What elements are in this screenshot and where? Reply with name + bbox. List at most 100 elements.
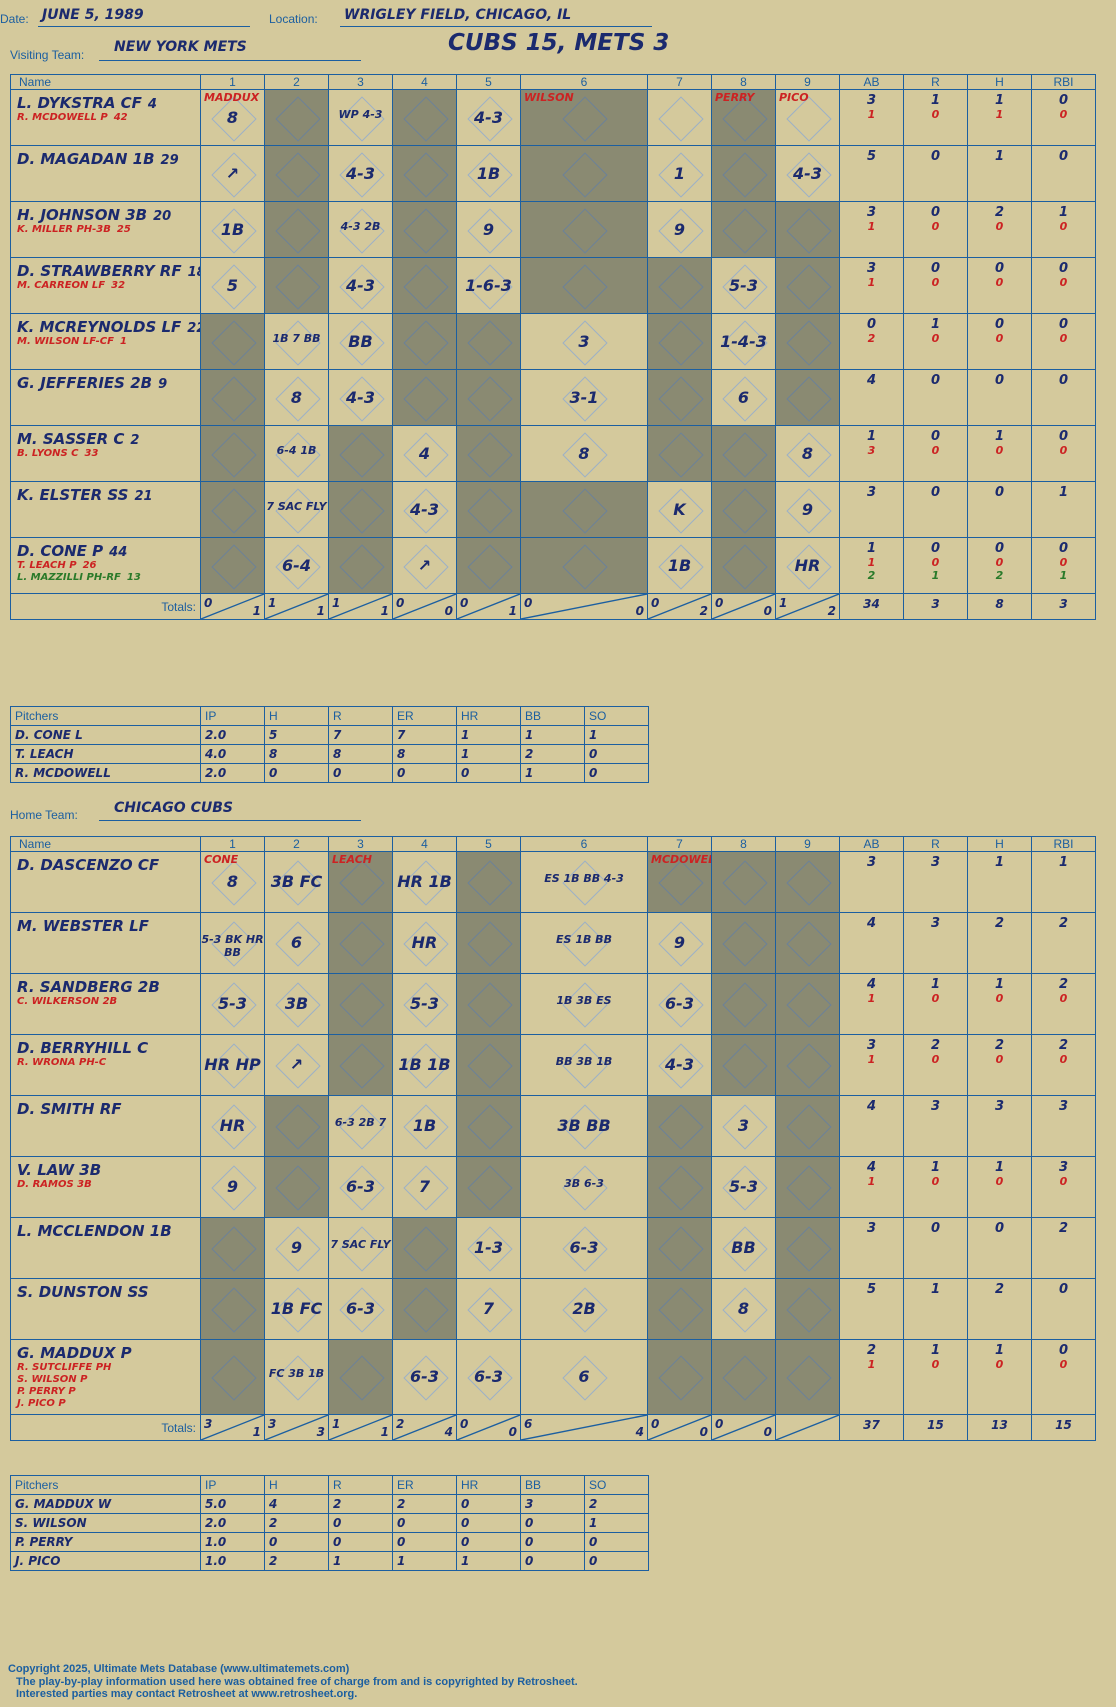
- totals-row: Totals: 0 1 1 1 1 1 0 0 0 1 0 0 0 2 0 0 1 2 34 3 8 3: [10, 593, 1096, 620]
- pitching-stat: 0: [584, 763, 649, 783]
- col-header-inning-9: 9: [775, 74, 840, 90]
- batter-name: M. WEBSTER LF: [17, 917, 194, 935]
- substitute-name: M. CARREON LF 32: [17, 280, 194, 292]
- diamond-icon: [338, 1355, 385, 1401]
- inning-runs: 1: [332, 596, 341, 610]
- play-result: 1B 3B ES: [556, 994, 612, 1007]
- inning-cell: 4-3: [775, 145, 840, 202]
- inning-cell: [264, 1156, 329, 1218]
- pitcher-change-note: PERRY: [715, 91, 755, 104]
- inning-cell: ↗: [264, 1034, 329, 1096]
- batter-cell: K. ELSTER SS 21: [10, 481, 201, 538]
- diamond-icon: [466, 921, 513, 967]
- stat-value-sub: 0: [995, 444, 1004, 457]
- pitching-stat: 0: [328, 1532, 393, 1552]
- play-result: 3B: [284, 994, 309, 1013]
- pitcher-change-note: PICO: [779, 91, 809, 104]
- batter-name: G. MADDUX P: [17, 1344, 194, 1362]
- diamond-icon: [721, 543, 768, 590]
- pitching-header: ER: [392, 1475, 457, 1495]
- pitching-stat: 1: [584, 1513, 649, 1533]
- inning-cell: [711, 1339, 776, 1415]
- stat-value-sub: 0: [931, 1053, 940, 1066]
- diamond-icon: [402, 95, 449, 142]
- inning-runs: 0: [715, 1417, 724, 1431]
- diamond-icon: [721, 860, 768, 906]
- play-result: 1-3: [474, 1238, 503, 1257]
- stat-value-sub: 0: [995, 556, 1004, 569]
- pitching-stat: 2: [392, 1494, 457, 1514]
- play-result: FC 3B 1B: [268, 1367, 325, 1380]
- inning-cell: 5-3: [392, 973, 457, 1035]
- inning-cell: 1-6-3: [456, 257, 521, 314]
- batter-number: 18: [187, 265, 200, 280]
- pitching-stat: 2: [264, 1551, 329, 1571]
- inning-cell: 1-3: [456, 1217, 521, 1279]
- inning-cell: MCDOWELL: [647, 851, 712, 913]
- stat-r: 0: [903, 481, 968, 538]
- substitute-text: R. MCDOWELL P: [17, 112, 108, 123]
- play-result: ↗: [289, 1055, 304, 1074]
- inning-cell: 3B FC: [264, 851, 329, 913]
- diamond-icon: [721, 207, 768, 254]
- diamond-icon: [466, 1043, 513, 1089]
- batter-row: D. DASCENZO CF 8 CONE 3B FC LEACH HR 1B ES 1B …: [10, 851, 1096, 913]
- batter-row: H. JOHNSON 3B 20 K. MILLER PH-3B 25 1B 4-3 2B…: [10, 201, 1096, 258]
- stat-value-sub: 0: [931, 220, 940, 233]
- totals-text: Totals:: [161, 599, 196, 614]
- home-underline: [99, 802, 361, 821]
- substitute-name: T. LEACH P 26: [17, 560, 194, 572]
- pitching-header: H: [264, 1475, 329, 1495]
- substitute-text: K. MILLER PH-3B: [17, 224, 111, 235]
- inning-cell: 4-3: [647, 1034, 712, 1096]
- stat-value: 2: [994, 1038, 1005, 1053]
- inning-cell: 9: [264, 1217, 329, 1279]
- pitching-stat: 1.0: [200, 1532, 265, 1552]
- substitute-name: C. WILKERSON 2B: [17, 996, 194, 1008]
- inning-cell: [775, 1217, 840, 1279]
- stat-value: 1: [994, 149, 1005, 164]
- diamond-icon: [721, 1043, 768, 1089]
- pitching-stat: 0: [264, 1532, 329, 1552]
- inning-runs: 0: [460, 596, 469, 610]
- play-result: 6-3: [346, 1299, 375, 1318]
- pitching-header: HR: [456, 1475, 521, 1495]
- diamond-icon: [785, 982, 832, 1028]
- batter-name-text: H. JOHNSON 3B: [17, 206, 148, 224]
- diamond-icon: [657, 1355, 704, 1401]
- stat-total: 37: [839, 1414, 904, 1441]
- totals-text: Totals:: [161, 1420, 196, 1435]
- batter-row: D. MAGADAN 1B 29 ↗ 4-3 1B 1 4-3 5 0 1 0: [10, 145, 1096, 202]
- diamond-icon: [402, 1226, 449, 1272]
- substitute-number: 25: [116, 224, 131, 235]
- batter-name: D. STRAWBERRY RF 18: [17, 262, 200, 280]
- diamond-icon: [721, 921, 768, 967]
- batter-name-text: L. DYKSTRA CF: [17, 94, 142, 112]
- diamond-icon: [338, 1043, 385, 1089]
- diamond-icon: [466, 431, 513, 478]
- stat-value: 0: [994, 373, 1005, 388]
- pitching-stat: 4: [264, 1494, 329, 1514]
- inning-cell: [392, 201, 457, 258]
- stat-rbi: 0: [1031, 1278, 1096, 1340]
- stat-total: 13: [967, 1414, 1032, 1441]
- inning-cell: [392, 89, 457, 146]
- play-result: 5-3: [218, 994, 247, 1013]
- col-header-inning-7: 7: [647, 836, 712, 852]
- batter-name-text: G. MADDUX P: [17, 1344, 132, 1362]
- stat-value-sub: 0: [1059, 1358, 1068, 1371]
- batter-row: M. WEBSTER LF 5-3 BK HR BB 6 HR ES 1B BB 9 4 3 2…: [10, 912, 1096, 974]
- pitcher-row: J. PICO 1.0 2 1 1 1 0 0: [10, 1551, 649, 1571]
- stat-ab: 4: [839, 369, 904, 426]
- play-result: 1B: [412, 1116, 437, 1135]
- diamond-icon: [402, 375, 449, 422]
